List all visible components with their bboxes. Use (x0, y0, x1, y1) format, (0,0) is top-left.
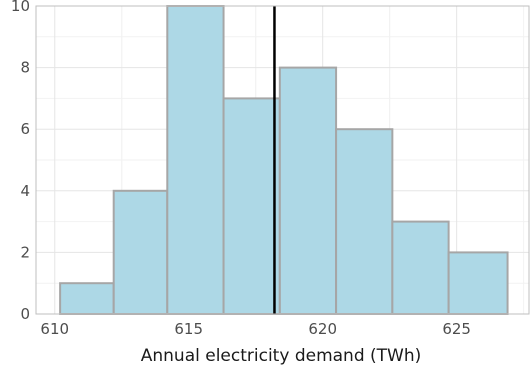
y-tick-label: 4 (20, 182, 30, 200)
histogram-bar-2 (112, 189, 169, 315)
bars-layer (59, 5, 509, 316)
x-tick-label: 615 (174, 320, 203, 338)
y-tick-label: 0 (20, 305, 30, 323)
x-tick-label: 620 (308, 320, 337, 338)
y-axis-tick-labels: 0 2 4 6 8 10 (11, 0, 30, 323)
panel-border (35, 5, 530, 315)
y-tick-label: 6 (20, 120, 30, 138)
histogram-bar-3 (166, 5, 225, 315)
y-tick-label: 10 (11, 0, 30, 15)
y-tick-label: 8 (20, 59, 30, 77)
x-axis-tick-labels: 610 615 620 625 (40, 320, 471, 338)
x-axis-title: Annual electricity demand (TWh) (141, 346, 422, 366)
histogram-bar-6 (335, 128, 394, 315)
histogram-bar-7 (391, 220, 450, 316)
histogram-bar-5 (278, 66, 338, 315)
x-tick-label: 610 (40, 320, 69, 338)
histogram-bar-1 (59, 282, 115, 316)
histogram-bar-4 (222, 97, 281, 316)
y-tick-label: 2 (20, 243, 30, 261)
x-tick-label: 625 (442, 320, 471, 338)
histogram-bar-8 (447, 251, 509, 315)
